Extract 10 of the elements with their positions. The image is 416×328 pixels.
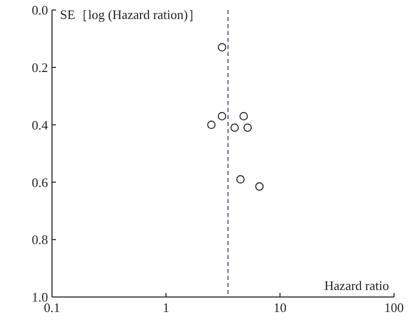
y-axis-title: SE［log (Hazard ration)］	[60, 7, 201, 22]
x-tick-label: 1	[162, 300, 170, 315]
y-tick-label: 0.8	[32, 232, 48, 248]
x-tick-label: 10	[274, 300, 286, 315]
y-tick-label: 0.6	[32, 174, 48, 190]
y-tick-label: 0.2	[32, 60, 48, 75]
y-tick-label: 0.4	[32, 117, 48, 132]
x-tick-label: 100	[384, 300, 404, 315]
y-tick-label: 0.0	[32, 2, 48, 18]
x-axis-title: Hazard ratio	[324, 278, 389, 293]
